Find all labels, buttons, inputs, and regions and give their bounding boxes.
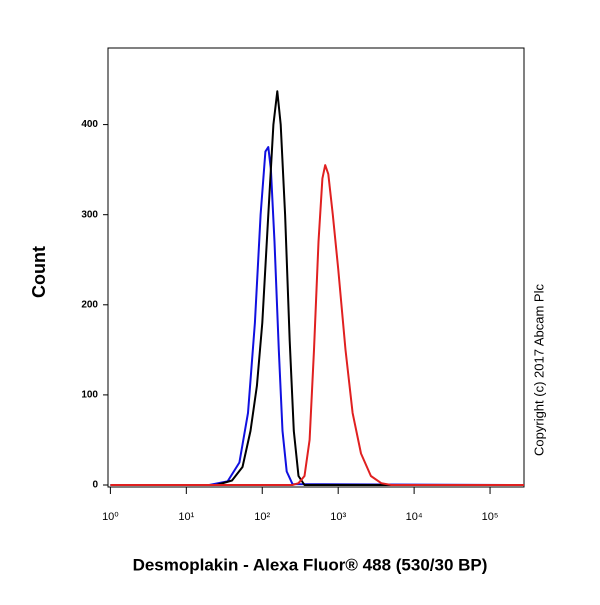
series-line — [110, 90, 524, 486]
y-tick-label: 400 — [81, 119, 98, 130]
x-tick-label: 10¹ — [178, 511, 194, 523]
y-tick-label: 100 — [81, 390, 98, 401]
y-tick-label: 0 — [92, 480, 98, 491]
series-line — [110, 146, 525, 486]
y-tick-label: 300 — [81, 209, 98, 220]
x-tick-label: 10⁵ — [482, 511, 499, 523]
x-axis-label: Desmoplakin - Alexa Fluor® 488 (530/30 B… — [133, 555, 488, 574]
copyright: Copyright (c) 2017 Abcam Plc — [531, 284, 546, 456]
y-tick-label: 200 — [81, 299, 98, 310]
plot-frame — [107, 47, 525, 488]
x-tick-label: 10³ — [330, 511, 346, 523]
y-axis-label: Count — [29, 246, 49, 298]
x-tick-label: 10⁰ — [102, 511, 119, 523]
series-line — [110, 164, 524, 486]
x-tick-label: 10⁴ — [406, 511, 423, 523]
x-tick-label: 10² — [254, 511, 270, 523]
